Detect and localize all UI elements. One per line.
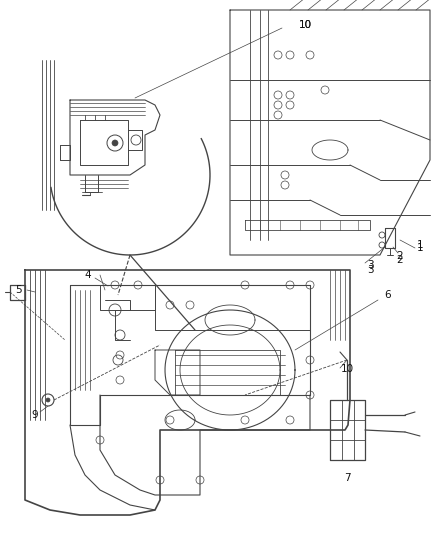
Circle shape xyxy=(46,398,50,402)
Text: 6: 6 xyxy=(385,290,391,300)
Text: 9: 9 xyxy=(32,410,38,420)
Text: 7: 7 xyxy=(344,473,350,483)
Text: 3: 3 xyxy=(367,260,373,270)
Text: 10: 10 xyxy=(341,364,354,374)
Text: 4: 4 xyxy=(85,270,91,280)
Text: 3: 3 xyxy=(367,265,373,275)
Text: 5: 5 xyxy=(15,285,21,295)
Text: 10: 10 xyxy=(298,20,311,30)
Text: 10: 10 xyxy=(298,20,311,30)
Circle shape xyxy=(112,140,118,146)
Text: 2: 2 xyxy=(397,255,403,265)
Text: 2: 2 xyxy=(397,251,403,261)
Text: 1: 1 xyxy=(417,240,423,250)
Text: 1: 1 xyxy=(417,243,423,253)
